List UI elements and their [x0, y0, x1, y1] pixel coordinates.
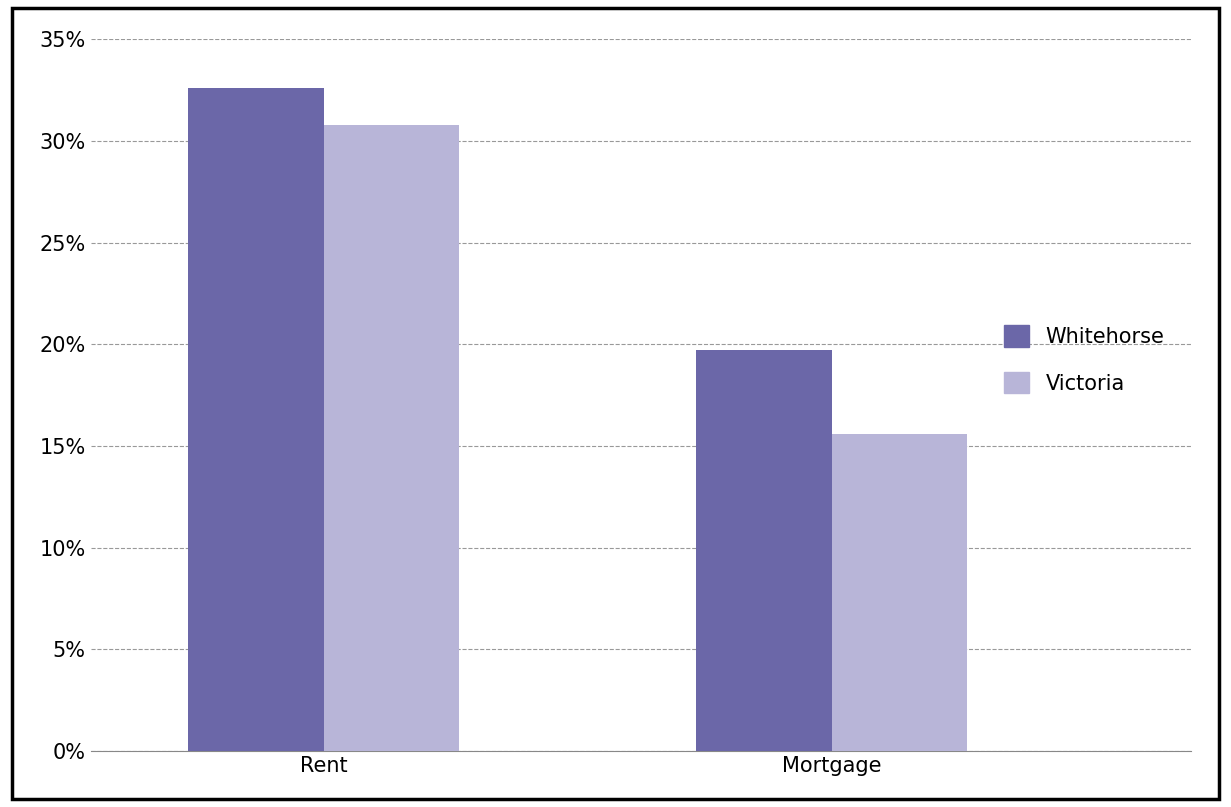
- Bar: [696, 350, 832, 751]
- Bar: [832, 433, 968, 751]
- Bar: [188, 88, 324, 751]
- Legend: Whitehorse, Victoria: Whitehorse, Victoria: [987, 308, 1181, 410]
- Bar: [324, 124, 459, 751]
